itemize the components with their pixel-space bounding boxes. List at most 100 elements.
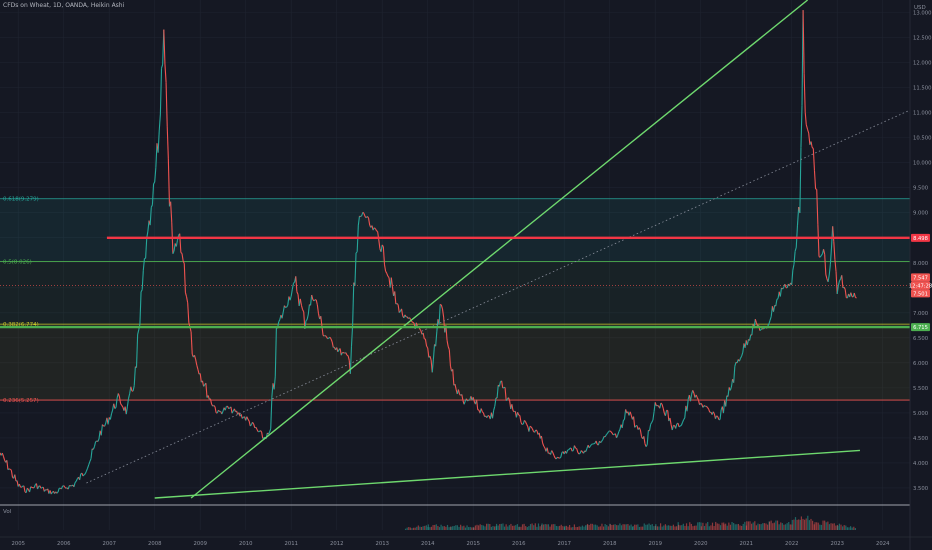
volume-bar	[700, 526, 702, 530]
price-segment	[684, 405, 687, 418]
volume-bar	[539, 526, 541, 530]
volume-bar	[461, 526, 463, 530]
price-tick-label: 6.000	[913, 361, 929, 367]
price-segment	[107, 417, 110, 425]
price-segment	[115, 397, 118, 408]
volume-bar	[690, 523, 692, 530]
volume-bar	[843, 525, 845, 530]
price-segment	[350, 324, 354, 347]
volume-bar	[564, 525, 566, 530]
volume-bar	[583, 526, 585, 530]
volume-bar	[850, 526, 852, 530]
price-segment	[142, 258, 146, 271]
price-segment	[605, 433, 608, 436]
price-segment	[373, 227, 376, 230]
price-segment	[299, 298, 302, 306]
volume-bar	[800, 516, 802, 530]
volume-bar	[442, 526, 444, 530]
volume-bar	[707, 521, 709, 530]
volume-bar	[710, 525, 712, 530]
price-segment	[172, 250, 175, 255]
price-segment	[157, 130, 160, 153]
volume-bar	[414, 527, 416, 530]
volume-bar	[450, 526, 452, 530]
horizontal-levels[interactable]	[0, 236, 910, 329]
price-segment	[832, 226, 835, 242]
price-segment	[717, 416, 720, 420]
price-segment	[271, 383, 274, 398]
price-segment	[520, 422, 523, 425]
price-segment	[577, 452, 580, 455]
volume-bar	[489, 524, 491, 530]
volume-bar	[702, 522, 704, 530]
price-segment	[602, 436, 605, 440]
volume-bar	[536, 526, 538, 530]
price-segment	[633, 416, 636, 428]
volume-bar	[565, 525, 567, 530]
volume-bar	[737, 523, 740, 530]
price-segment	[345, 352, 348, 356]
price-segment	[472, 397, 475, 402]
price-segment	[841, 275, 844, 288]
volume-bar	[463, 525, 465, 530]
time-tick-label: 2014	[421, 541, 435, 547]
price-segment	[170, 201, 173, 223]
price-segment	[463, 400, 466, 405]
price-segment	[843, 286, 846, 290]
volume-bar	[620, 525, 623, 530]
price-segment	[708, 408, 711, 413]
price-segment	[391, 286, 395, 296]
price-segment	[281, 311, 284, 319]
price-segment	[33, 484, 36, 488]
volume-bar	[677, 524, 680, 530]
price-segment	[253, 423, 256, 428]
trendlines[interactable]	[86, 0, 911, 499]
volume-bar	[768, 521, 771, 530]
price-segment	[374, 228, 377, 231]
price-segment	[322, 334, 325, 337]
price-segment	[813, 170, 817, 189]
volume-bar	[567, 526, 569, 530]
volume-bar	[798, 519, 800, 530]
volume-bar	[585, 525, 587, 530]
volume-bar	[700, 522, 702, 530]
volume-bar	[406, 527, 408, 530]
price-segment	[331, 341, 334, 348]
price-segment	[512, 410, 515, 413]
price-segment	[93, 441, 97, 447]
price-segment	[528, 426, 531, 432]
price-segment	[9, 468, 12, 471]
price-segment	[302, 309, 305, 313]
fibonacci-retracement[interactable]: 0.618(9.279) 0.5(8.026) 0.382(6.774) 0.236(…	[0, 197, 910, 404]
volume-bar	[609, 524, 611, 530]
volume-bar	[486, 523, 488, 530]
volume-bar	[598, 526, 600, 530]
price-segment	[363, 213, 366, 217]
volume-bar	[559, 525, 561, 530]
price-segment	[712, 411, 715, 415]
volume-bar	[687, 526, 689, 530]
price-segment	[395, 302, 398, 305]
volume-bar	[562, 526, 564, 530]
time-tick-label: 2010	[239, 541, 253, 547]
volume-bar	[434, 524, 436, 530]
volume-bar	[789, 524, 791, 530]
price-segment	[448, 349, 451, 367]
price-tick-label: 9.000	[913, 211, 929, 217]
volume-bar	[778, 524, 780, 530]
volume-bar	[515, 525, 517, 530]
time-tick-label: 2022	[785, 541, 798, 547]
volume-bar	[719, 525, 722, 530]
volume-bar	[569, 524, 571, 530]
price-segment	[507, 397, 511, 401]
price-segment	[382, 246, 386, 265]
volume-bar	[490, 526, 492, 530]
volume-bar	[805, 518, 807, 530]
volume-bar	[742, 523, 744, 530]
volume-bar	[658, 526, 660, 530]
price-segment	[538, 432, 541, 439]
volume-bar	[581, 525, 583, 530]
time-tick-label: 2018	[603, 541, 617, 547]
volume-bar	[765, 523, 767, 530]
